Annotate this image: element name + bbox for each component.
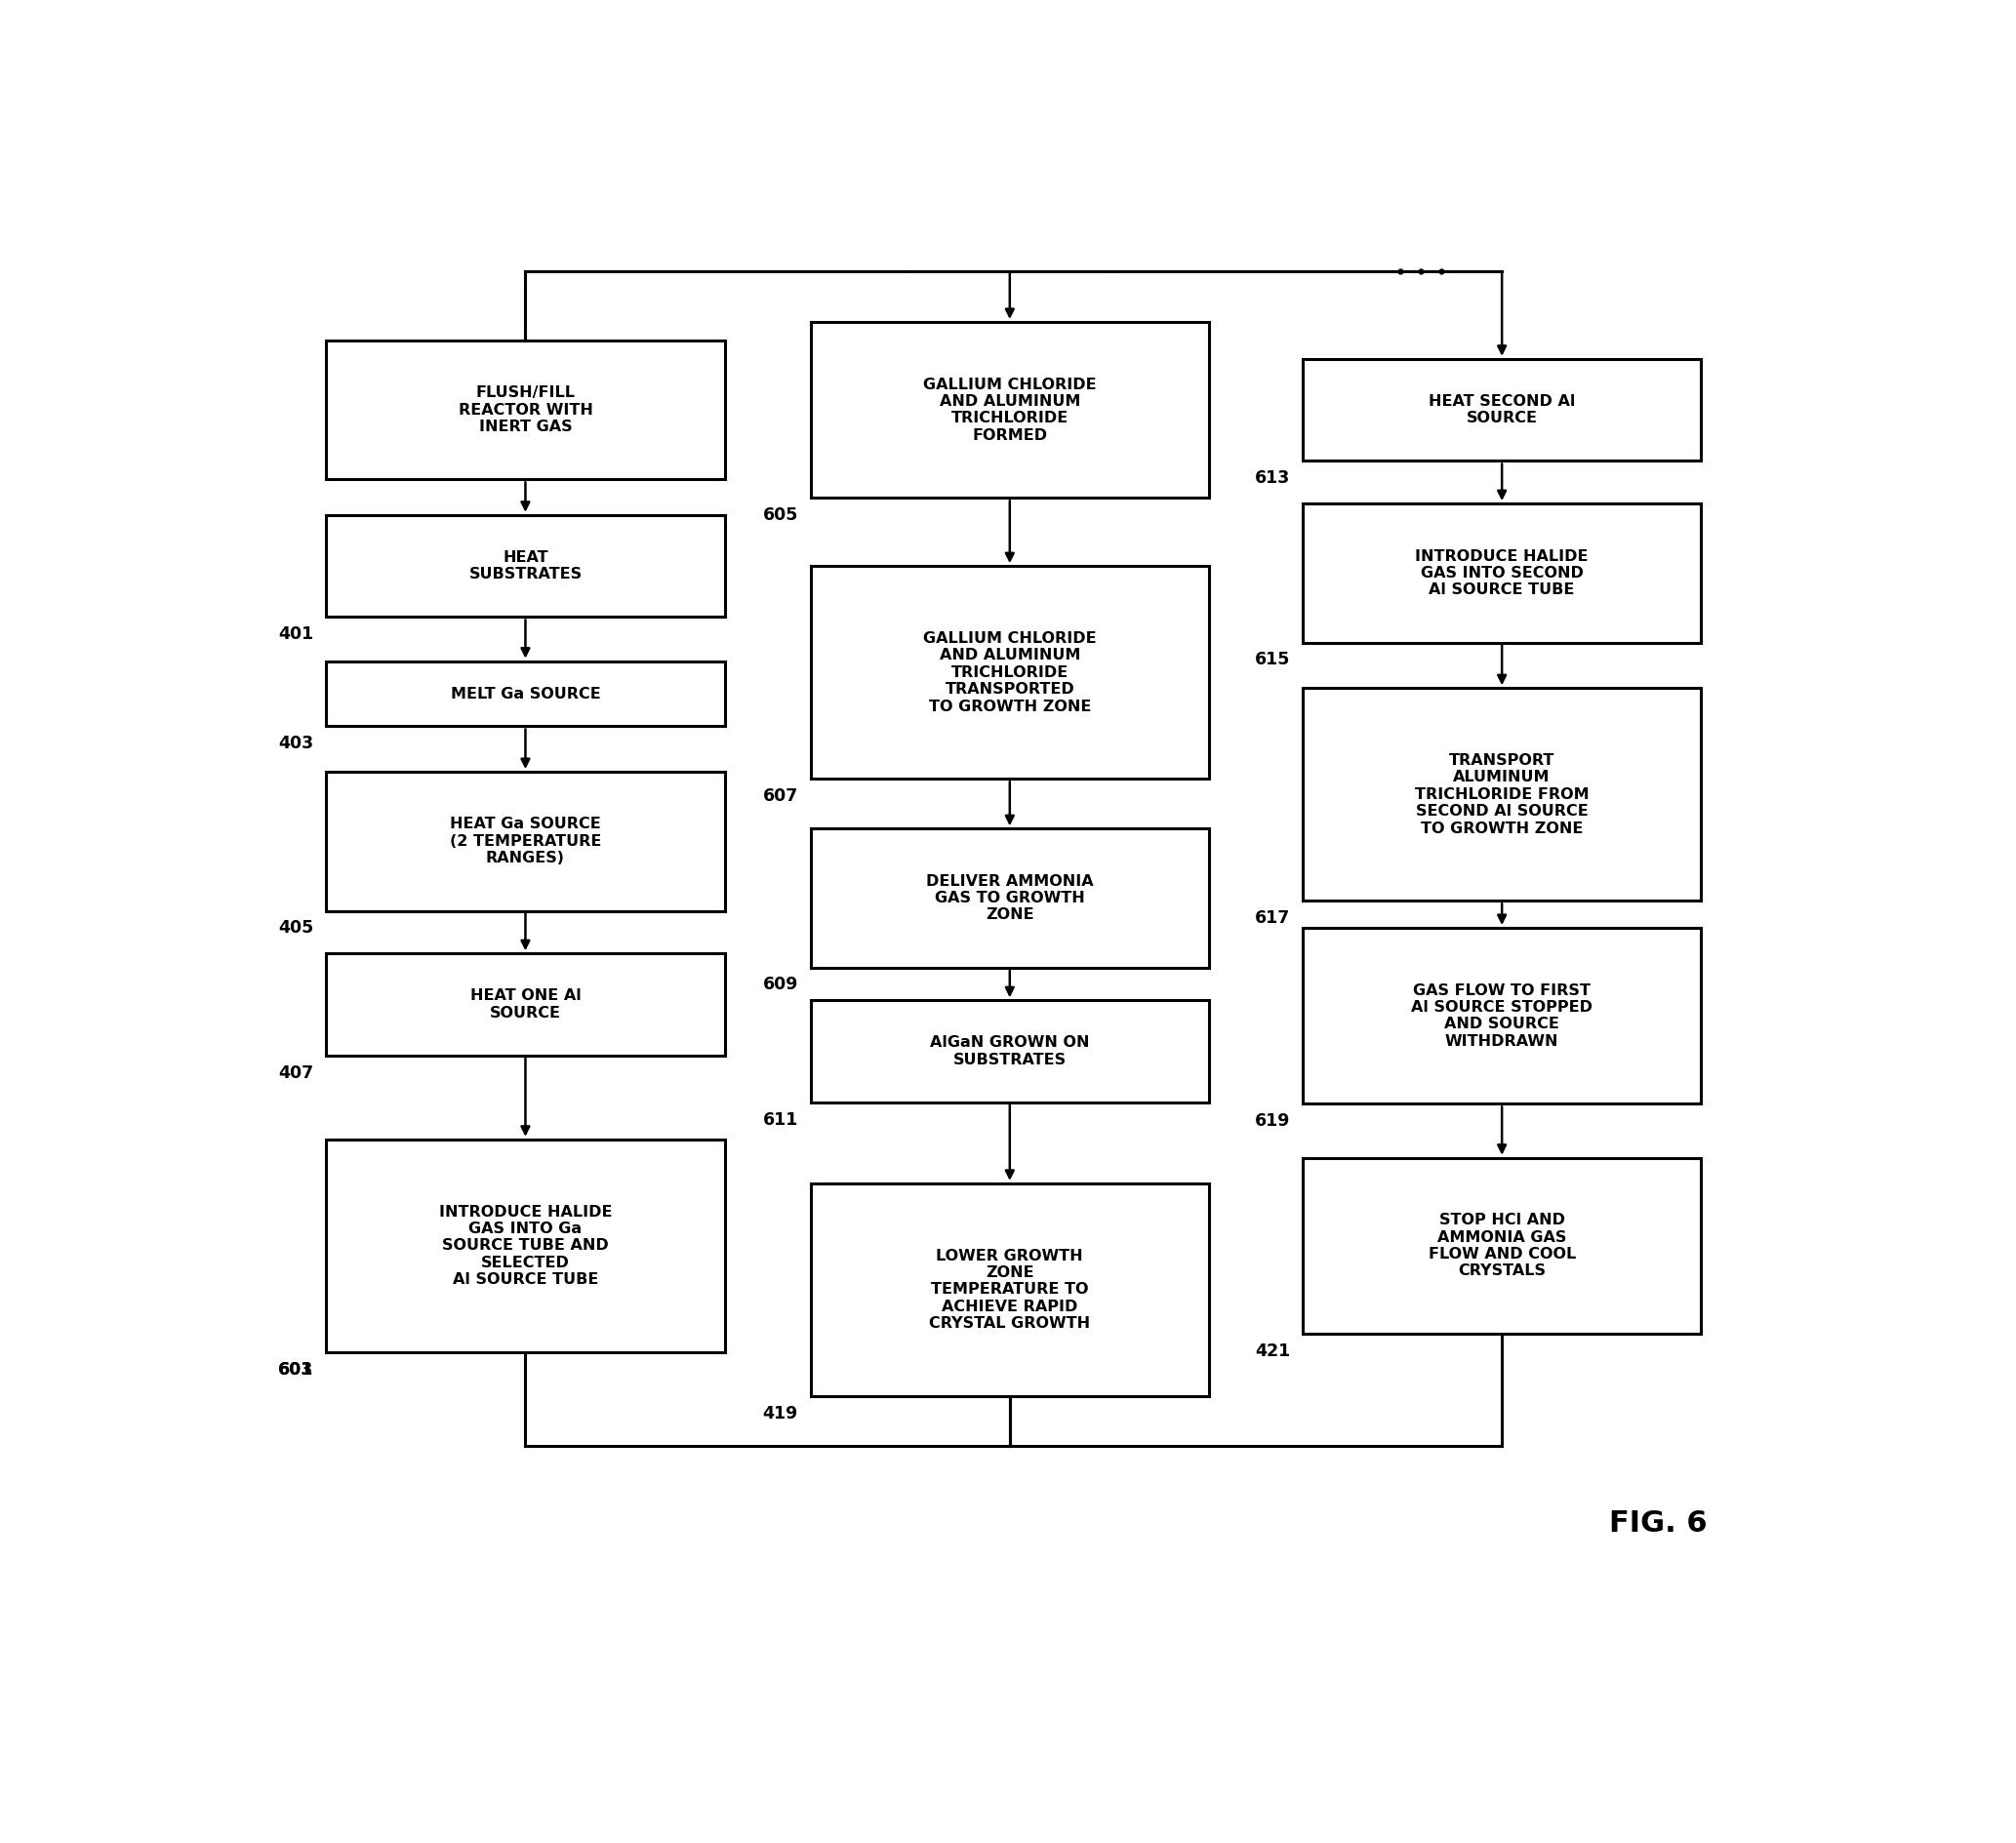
Text: STOP HCl AND
AMMONIA GAS
FLOW AND COOL
CRYSTALS: STOP HCl AND AMMONIA GAS FLOW AND COOL C…: [1427, 1213, 1577, 1279]
Text: 405: 405: [278, 920, 314, 936]
Bar: [327, 341, 724, 479]
Text: LOWER GROWTH
ZONE
TEMPERATURE TO
ACHIEVE RAPID
CRYSTAL GROWTH: LOWER GROWTH ZONE TEMPERATURE TO ACHIEVE…: [929, 1248, 1091, 1331]
Text: GALLIUM CHLORIDE
AND ALUMINUM
TRICHLORIDE
FORMED: GALLIUM CHLORIDE AND ALUMINUM TRICHLORID…: [923, 378, 1097, 442]
Bar: [1302, 359, 1702, 461]
Text: 421: 421: [1254, 1342, 1290, 1360]
Text: 609: 609: [762, 977, 798, 993]
Bar: [1302, 927, 1702, 1104]
Bar: [327, 953, 724, 1056]
Bar: [810, 323, 1210, 498]
Bar: [327, 772, 724, 910]
Bar: [1302, 1157, 1702, 1334]
Bar: [810, 566, 1210, 780]
Text: 419: 419: [762, 1404, 798, 1423]
Bar: [1302, 687, 1702, 901]
Bar: [327, 1139, 724, 1353]
Bar: [327, 662, 724, 726]
Text: FIG. 6: FIG. 6: [1609, 1509, 1708, 1539]
Text: FLUSH/FILL
REACTOR WITH
INERT GAS: FLUSH/FILL REACTOR WITH INERT GAS: [458, 385, 593, 435]
Text: 607: 607: [762, 787, 798, 805]
Text: GALLIUM CHLORIDE
AND ALUMINUM
TRICHLORIDE
TRANSPORTED
TO GROWTH ZONE: GALLIUM CHLORIDE AND ALUMINUM TRICHLORID…: [923, 630, 1097, 713]
Text: 617: 617: [1254, 909, 1290, 927]
Text: HEAT Ga SOURCE
(2 TEMPERATURE
RANGES): HEAT Ga SOURCE (2 TEMPERATURE RANGES): [450, 816, 601, 866]
Bar: [810, 1001, 1210, 1102]
Text: 603: 603: [278, 1360, 314, 1379]
Bar: [327, 514, 724, 617]
Text: HEAT ONE Al
SOURCE: HEAT ONE Al SOURCE: [470, 988, 581, 1021]
Text: 613: 613: [1254, 470, 1290, 487]
Bar: [810, 1183, 1210, 1397]
Bar: [810, 829, 1210, 968]
Text: INTRODUCE HALIDE
GAS INTO Ga
SOURCE TUBE AND
SELECTED
Al SOURCE TUBE: INTRODUCE HALIDE GAS INTO Ga SOURCE TUBE…: [439, 1205, 613, 1286]
Text: DELIVER AMMONIA
GAS TO GROWTH
ZONE: DELIVER AMMONIA GAS TO GROWTH ZONE: [925, 874, 1093, 922]
Text: MELT Ga SOURCE: MELT Ga SOURCE: [450, 686, 601, 700]
Text: 605: 605: [762, 507, 798, 523]
Text: AlGaN GROWN ON
SUBSTRATES: AlGaN GROWN ON SUBSTRATES: [929, 1036, 1089, 1067]
Text: HEAT
SUBSTRATES: HEAT SUBSTRATES: [470, 551, 583, 582]
Bar: [1302, 503, 1702, 643]
Text: 601: 601: [278, 1360, 314, 1379]
Text: 407: 407: [278, 1063, 314, 1082]
Text: HEAT SECOND Al
SOURCE: HEAT SECOND Al SOURCE: [1429, 394, 1574, 426]
Text: 401: 401: [278, 625, 314, 643]
Text: 619: 619: [1254, 1113, 1290, 1130]
Text: 403: 403: [278, 735, 314, 752]
Text: 611: 611: [762, 1111, 798, 1128]
Text: INTRODUCE HALIDE
GAS INTO SECOND
Al SOURCE TUBE: INTRODUCE HALIDE GAS INTO SECOND Al SOUR…: [1415, 549, 1589, 597]
Text: TRANSPORT
ALUMINUM
TRICHLORIDE FROM
SECOND Al SOURCE
TO GROWTH ZONE: TRANSPORT ALUMINUM TRICHLORIDE FROM SECO…: [1415, 754, 1589, 835]
Text: GAS FLOW TO FIRST
Al SOURCE STOPPED
AND SOURCE
WITHDRAWN: GAS FLOW TO FIRST Al SOURCE STOPPED AND …: [1411, 982, 1593, 1049]
Text: 615: 615: [1254, 651, 1290, 669]
